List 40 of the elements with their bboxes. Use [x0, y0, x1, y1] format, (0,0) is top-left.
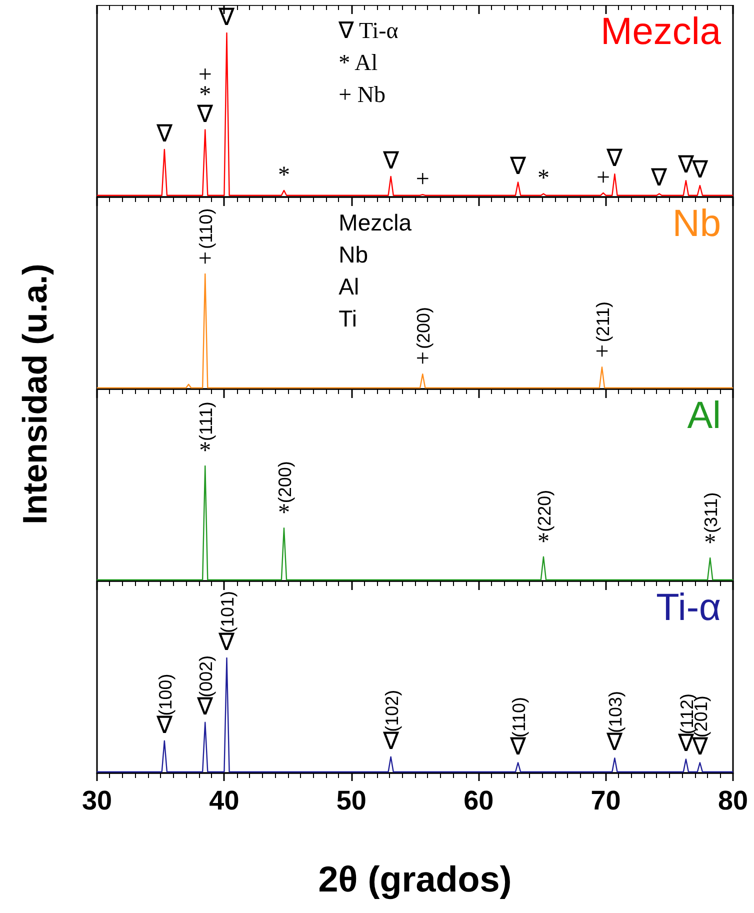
- annotation: ∇: [650, 166, 668, 192]
- text: Ti-α: [656, 587, 722, 629]
- annotation: (002): [196, 655, 216, 698]
- annotation: + Nb: [338, 82, 386, 107]
- x-tick-label: 70: [590, 786, 621, 816]
- annotation: ∇ Ti-α: [338, 18, 398, 43]
- annotation: (200): [414, 307, 434, 350]
- annotation: Al: [338, 274, 360, 300]
- annotation: *: [278, 162, 290, 188]
- text: Nb: [338, 242, 368, 268]
- annotation: (110): [196, 208, 216, 249]
- x-tick-label: 60: [464, 786, 494, 816]
- annotation: (101): [218, 590, 238, 633]
- text: Al: [687, 395, 722, 437]
- x-tick-label: 80: [718, 786, 748, 816]
- annotation: (220): [534, 490, 554, 532]
- x-tick-label: 30: [82, 786, 112, 816]
- annotation: (211): [592, 301, 613, 342]
- annotation: (100): [155, 674, 176, 716]
- y-axis-title: Intensidad (u.a.): [16, 264, 56, 524]
- text: Nb: [672, 203, 721, 245]
- annotation: Ti: [338, 306, 357, 332]
- annotation: ∇: [218, 5, 236, 31]
- annotation: *: [537, 166, 550, 192]
- text: Mezcla: [600, 11, 722, 53]
- x-axis-title: 2θ (grados): [318, 858, 512, 900]
- x-tick-label: 40: [209, 786, 240, 816]
- annotation: * Al: [338, 50, 378, 75]
- annotation: ∇: [382, 148, 400, 174]
- annotation: ∇: [155, 121, 174, 148]
- annotation: ∇: [509, 154, 528, 180]
- annotation: (311): [701, 492, 722, 533]
- annotation: (102): [382, 690, 402, 732]
- annotation: +: [416, 166, 430, 193]
- annotation: (110): [509, 696, 530, 738]
- x-tick-label: 50: [336, 786, 366, 816]
- text: Mezcla: [338, 210, 412, 236]
- annotation: (200): [274, 461, 295, 504]
- annotation: (111): [196, 402, 216, 441]
- annotation: (103): [606, 691, 626, 734]
